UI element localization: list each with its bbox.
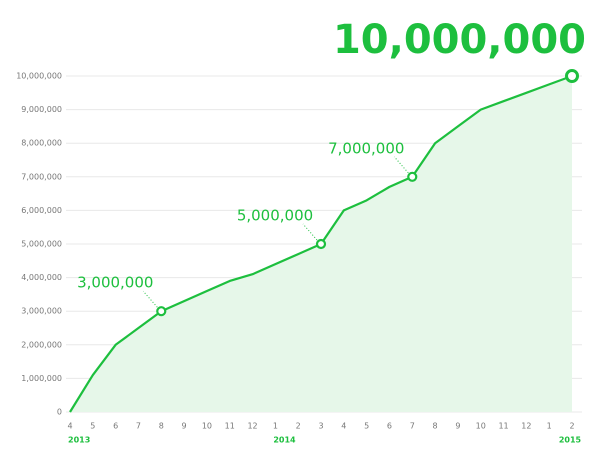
x-year-label: 2015 — [559, 436, 582, 445]
value-label: 3,000,000 — [77, 274, 153, 292]
y-tick-label: 8,000,000 — [21, 139, 62, 148]
x-tick-label: 8 — [433, 422, 438, 431]
x-tick-label: 11 — [225, 422, 235, 431]
value-label: 7,000,000 — [328, 139, 404, 157]
y-tick-label: 10,000,000 — [16, 72, 62, 81]
y-tick-label: 7,000,000 — [21, 172, 62, 181]
x-tick-label: 12 — [521, 422, 531, 431]
x-tick-label: 2 — [296, 422, 301, 431]
x-tick-label: 10 — [476, 422, 486, 431]
point-marker — [156, 306, 167, 317]
x-tick-label: 11 — [498, 422, 508, 431]
value-label: 5,000,000 — [237, 207, 313, 225]
x-tick-label: 7 — [136, 422, 141, 431]
x-tick-label: 7 — [410, 422, 415, 431]
y-tick-label: 6,000,000 — [21, 206, 62, 215]
value-label: 10,000,000 — [333, 17, 586, 63]
y-tick-label: 1,000,000 — [21, 374, 62, 383]
x-tick-label: 6 — [113, 422, 118, 431]
leader-line — [142, 290, 158, 308]
leader-line — [393, 156, 409, 174]
x-tick-label: 4 — [67, 422, 72, 431]
y-tick-label: 0 — [57, 408, 62, 417]
y-tick-label: 5,000,000 — [21, 240, 62, 249]
x-tick-label: 4 — [341, 422, 346, 431]
x-tick-label: 10 — [202, 422, 212, 431]
y-tick-label: 4,000,000 — [21, 273, 62, 282]
y-tick-label: 3,000,000 — [21, 307, 62, 316]
x-tick-label: 1 — [547, 422, 552, 431]
y-tick-label: 2,000,000 — [21, 340, 62, 349]
point-marker — [565, 69, 579, 83]
x-tick-label: 9 — [455, 422, 460, 431]
x-tick-label: 6 — [387, 422, 392, 431]
x-tick-label: 1 — [273, 422, 278, 431]
x-year-label: 2014 — [273, 436, 296, 445]
x-tick-label: 5 — [90, 422, 95, 431]
x-year-label: 2013 — [68, 436, 90, 445]
x-tick-label: 12 — [247, 422, 257, 431]
leader-line — [302, 223, 318, 241]
y-tick-label: 9,000,000 — [21, 105, 62, 114]
point-marker — [315, 238, 327, 250]
x-tick-label: 5 — [364, 422, 369, 431]
point-marker — [407, 171, 418, 182]
x-tick-label: 8 — [159, 422, 164, 431]
x-tick-label: 2 — [569, 422, 574, 431]
x-tick-label: 3 — [318, 422, 323, 431]
x-tick-label: 9 — [182, 422, 187, 431]
